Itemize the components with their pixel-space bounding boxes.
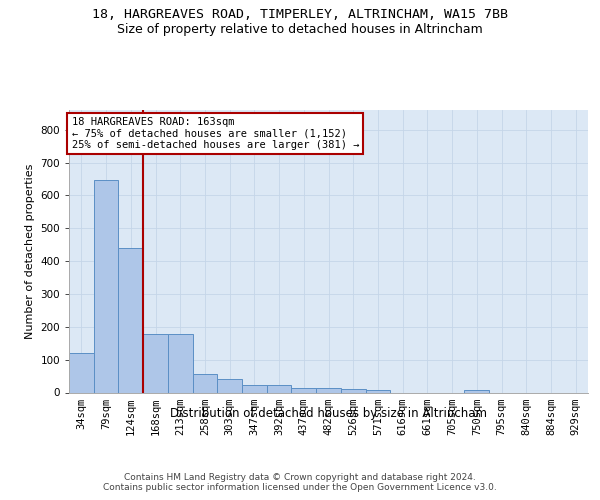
Bar (217, 380, 242, 392)
Y-axis label: Number of detached properties: Number of detached properties (25, 164, 35, 339)
Bar (242, 386, 267, 392)
Bar (267, 386, 292, 392)
Bar (193, 374, 217, 392)
Bar (143, 334, 168, 392)
Bar (94, 180, 118, 392)
Bar (316, 388, 341, 392)
Bar (292, 388, 316, 392)
Bar (69, 353, 94, 393)
Bar (118, 248, 143, 392)
Bar (365, 390, 390, 392)
Text: 18, HARGREAVES ROAD, TIMPERLEY, ALTRINCHAM, WA15 7BB: 18, HARGREAVES ROAD, TIMPERLEY, ALTRINCH… (92, 8, 508, 20)
Bar (464, 390, 489, 392)
Text: Size of property relative to detached houses in Altrincham: Size of property relative to detached ho… (117, 22, 483, 36)
Text: Contains HM Land Registry data © Crown copyright and database right 2024.
Contai: Contains HM Land Registry data © Crown c… (103, 472, 497, 492)
Text: Distribution of detached houses by size in Altrincham: Distribution of detached houses by size … (170, 408, 487, 420)
Bar (168, 334, 193, 392)
Bar (341, 389, 365, 392)
Text: 18 HARGREAVES ROAD: 163sqm
← 75% of detached houses are smaller (1,152)
25% of s: 18 HARGREAVES ROAD: 163sqm ← 75% of deta… (71, 117, 359, 150)
